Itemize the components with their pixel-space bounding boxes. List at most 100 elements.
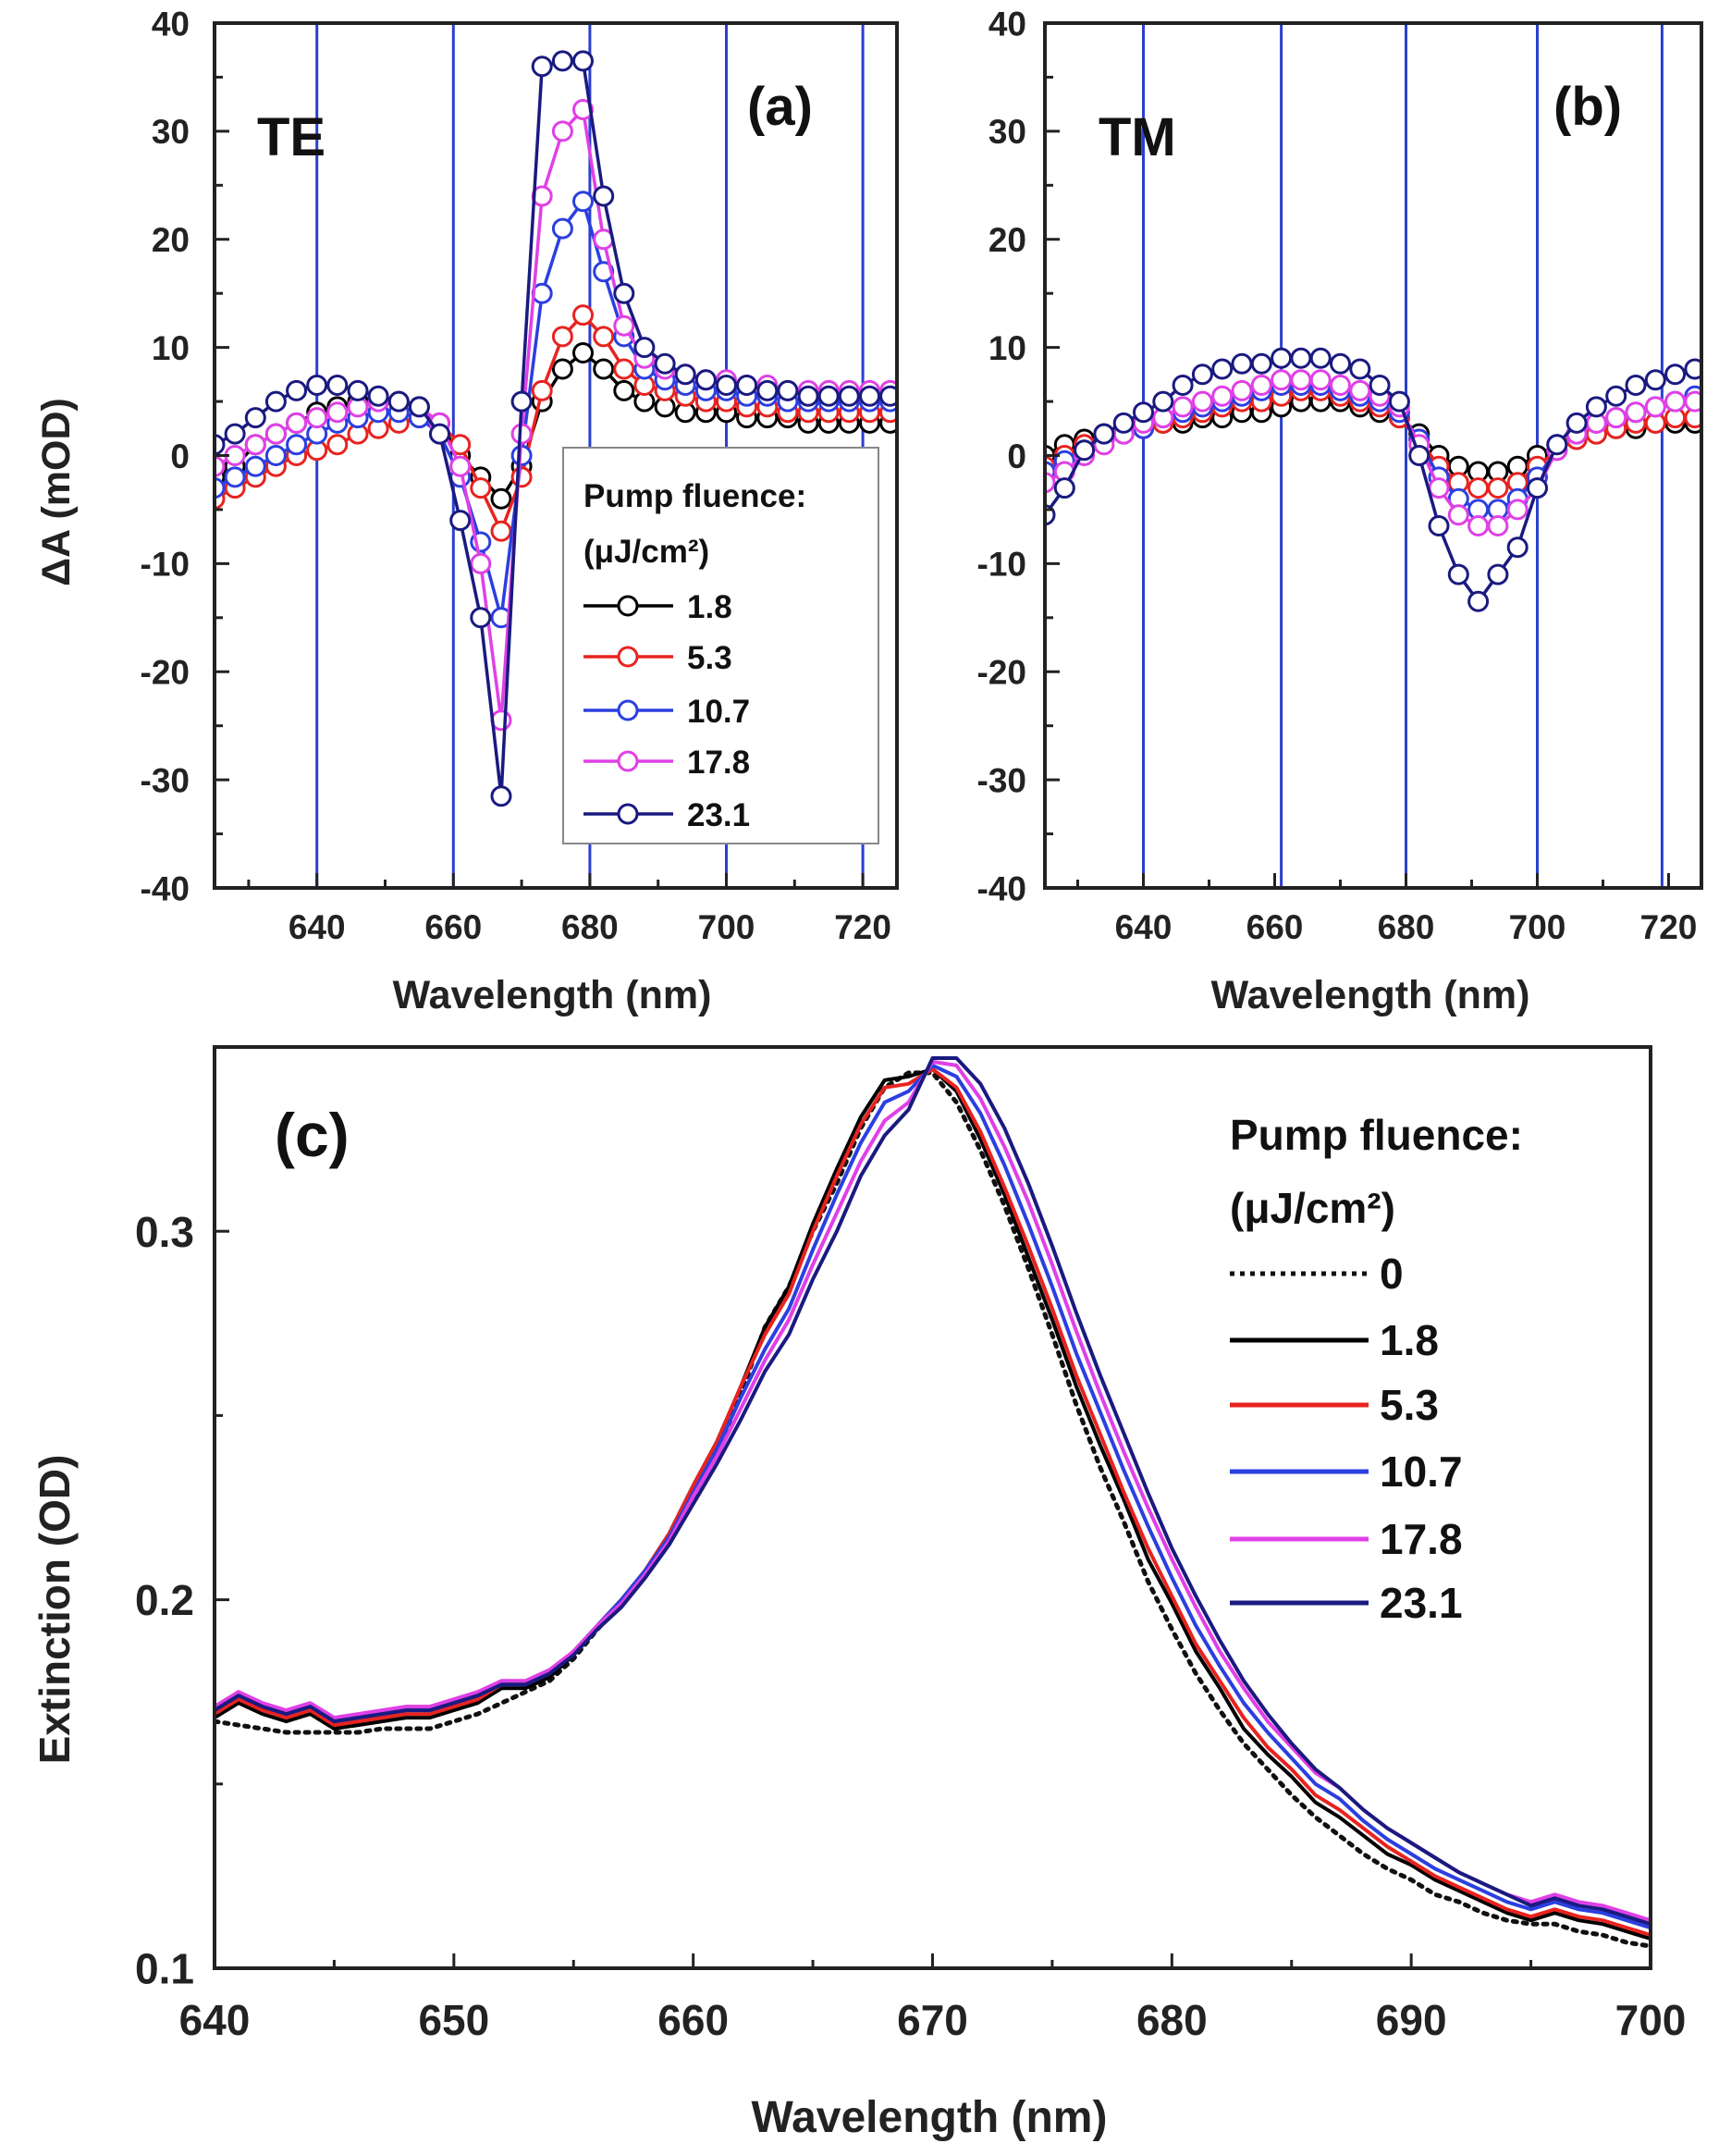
data-point-23.1 (1506, 536, 1529, 559)
data-point-17.8 (1506, 499, 1529, 521)
data-point-23.1 (408, 396, 430, 418)
data-point-5.3 (551, 326, 573, 348)
data-point-5.3 (1467, 477, 1490, 499)
data-point-23.1 (510, 390, 533, 413)
data-point-10.7 (551, 217, 573, 240)
panel-a-label: (a) (747, 77, 813, 137)
x-tick-label: 700 (1509, 908, 1566, 946)
data-point-17.8 (326, 401, 349, 424)
data-point-23.1 (470, 607, 492, 629)
y-tick-label: -10 (977, 546, 1026, 584)
data-point-10.7 (572, 191, 594, 213)
series-group (1045, 347, 1701, 612)
x-tick-label: 660 (657, 1996, 729, 2044)
data-point-23.1 (879, 385, 897, 407)
legend-label: 17.8 (1380, 1515, 1463, 1563)
panel-b-label: (b) (1553, 77, 1622, 137)
data-point-23.1 (1625, 375, 1647, 396)
legend-label: 23.1 (1380, 1579, 1463, 1627)
y-tick-label: 20 (988, 221, 1026, 259)
panel-a: 640 660 680 700 720 -40 -30 -20 -10 0 10 20 30 40 (a)… (34, 5, 899, 1017)
panel-c-plot-area: 640 650 660 670 680 690 700 0.1 0.2 0.3 (135, 1045, 1686, 2044)
data-point-23.1 (716, 375, 737, 396)
data-point-23.1 (1133, 401, 1154, 424)
x-tick-label: 680 (1378, 908, 1435, 946)
y-tick-label: 20 (152, 221, 190, 259)
data-point-17.8 (1309, 369, 1332, 391)
data-point-10.7 (264, 445, 287, 466)
y-tick-label: 0.2 (135, 1576, 194, 1624)
x-tick-label: 700 (698, 908, 755, 946)
data-point-23.1 (1527, 477, 1548, 499)
data-point-17.8 (470, 552, 492, 574)
data-point-23.1 (1605, 385, 1627, 407)
data-point-17.8 (1191, 390, 1213, 413)
data-point-17.8 (1349, 379, 1371, 401)
data-point-17.8 (1487, 515, 1509, 536)
data-point-23.1 (1152, 390, 1174, 413)
data-point-17.8 (1172, 396, 1194, 418)
y-tick-label: 10 (988, 329, 1026, 367)
series-line-23.1 (215, 1056, 1651, 1927)
data-point-17.8 (449, 455, 472, 477)
data-point-5.3 (531, 379, 553, 401)
data-point-10.7 (215, 477, 226, 499)
y-tick-label: 0.3 (135, 1208, 194, 1256)
data-point-23.1 (797, 385, 819, 407)
legend-entry-1.8: 1.8 (1230, 1316, 1439, 1364)
series-group (215, 50, 897, 807)
legend-entry-23.1: 23.1 (1230, 1579, 1463, 1627)
legend-label: 10.7 (1380, 1448, 1463, 1496)
series-line-10.7 (215, 1063, 1651, 1930)
data-point-23.1 (1112, 412, 1135, 434)
data-point-23.1 (1191, 363, 1213, 386)
data-point-23.1 (1408, 445, 1430, 466)
data-point-23.1 (224, 423, 246, 445)
data-point-23.1 (490, 785, 512, 807)
data-point-23.1 (551, 50, 573, 72)
data-point-23.1 (1467, 590, 1490, 612)
data-point-5.3 (490, 520, 512, 542)
data-point-23.1 (674, 363, 696, 386)
legend-label: 17.8 (687, 745, 750, 781)
x-tick-label: 680 (1136, 1996, 1208, 2044)
legend-entry-17.8: 17.8 (1230, 1515, 1463, 1563)
data-point-17.8 (1250, 375, 1272, 396)
data-point-17.8 (264, 423, 287, 445)
data-point-5.3 (470, 477, 492, 499)
data-point-17.8 (1045, 472, 1056, 494)
legend-entry-5.3: 5.3 (1230, 1381, 1439, 1429)
data-point-17.8 (1447, 504, 1469, 526)
panel-c-legend: Pump fluence: (μJ/cm²) 0 1.8 5.3 10.7 17… (1230, 1111, 1523, 1627)
legend-label: 1.8 (687, 589, 732, 625)
data-point-1.8 (551, 358, 573, 380)
axes-frame (213, 1045, 1652, 1970)
data-point-23.1 (756, 379, 779, 401)
panel-c-ylabel: Extinction (OD) (31, 1455, 79, 1765)
data-point-23.1 (654, 352, 676, 375)
legend-entry-5.3: 5.3 (583, 640, 732, 676)
data-point-23.1 (1585, 396, 1607, 418)
data-point-23.1 (1428, 515, 1450, 536)
panel-c-label: (c) (275, 1101, 350, 1169)
data-point-17.8 (1211, 385, 1234, 407)
x-tick-label: 640 (1115, 908, 1173, 946)
data-point-23.1 (859, 385, 880, 407)
data-point-23.1 (1388, 390, 1410, 413)
data-point-23.1 (1546, 434, 1568, 456)
data-point-23.1 (1349, 358, 1371, 380)
series-line-1.8 (215, 1066, 1651, 1941)
x-tick-label: 650 (418, 1996, 489, 2044)
data-point-17.8 (1271, 369, 1293, 391)
data-point-23.1 (326, 375, 349, 396)
legend-units: (μJ/cm²) (1230, 1184, 1395, 1232)
series-group (215, 1056, 1651, 1949)
data-point-17.8 (215, 455, 226, 477)
data-point-23.1 (1644, 369, 1666, 391)
data-point-17.8 (1231, 379, 1253, 401)
y-tick-label: 40 (152, 5, 190, 43)
data-point-17.8 (1625, 401, 1647, 424)
data-point-23.1 (429, 423, 450, 445)
data-point-17.8 (244, 434, 266, 456)
data-point-23.1 (1211, 358, 1234, 380)
